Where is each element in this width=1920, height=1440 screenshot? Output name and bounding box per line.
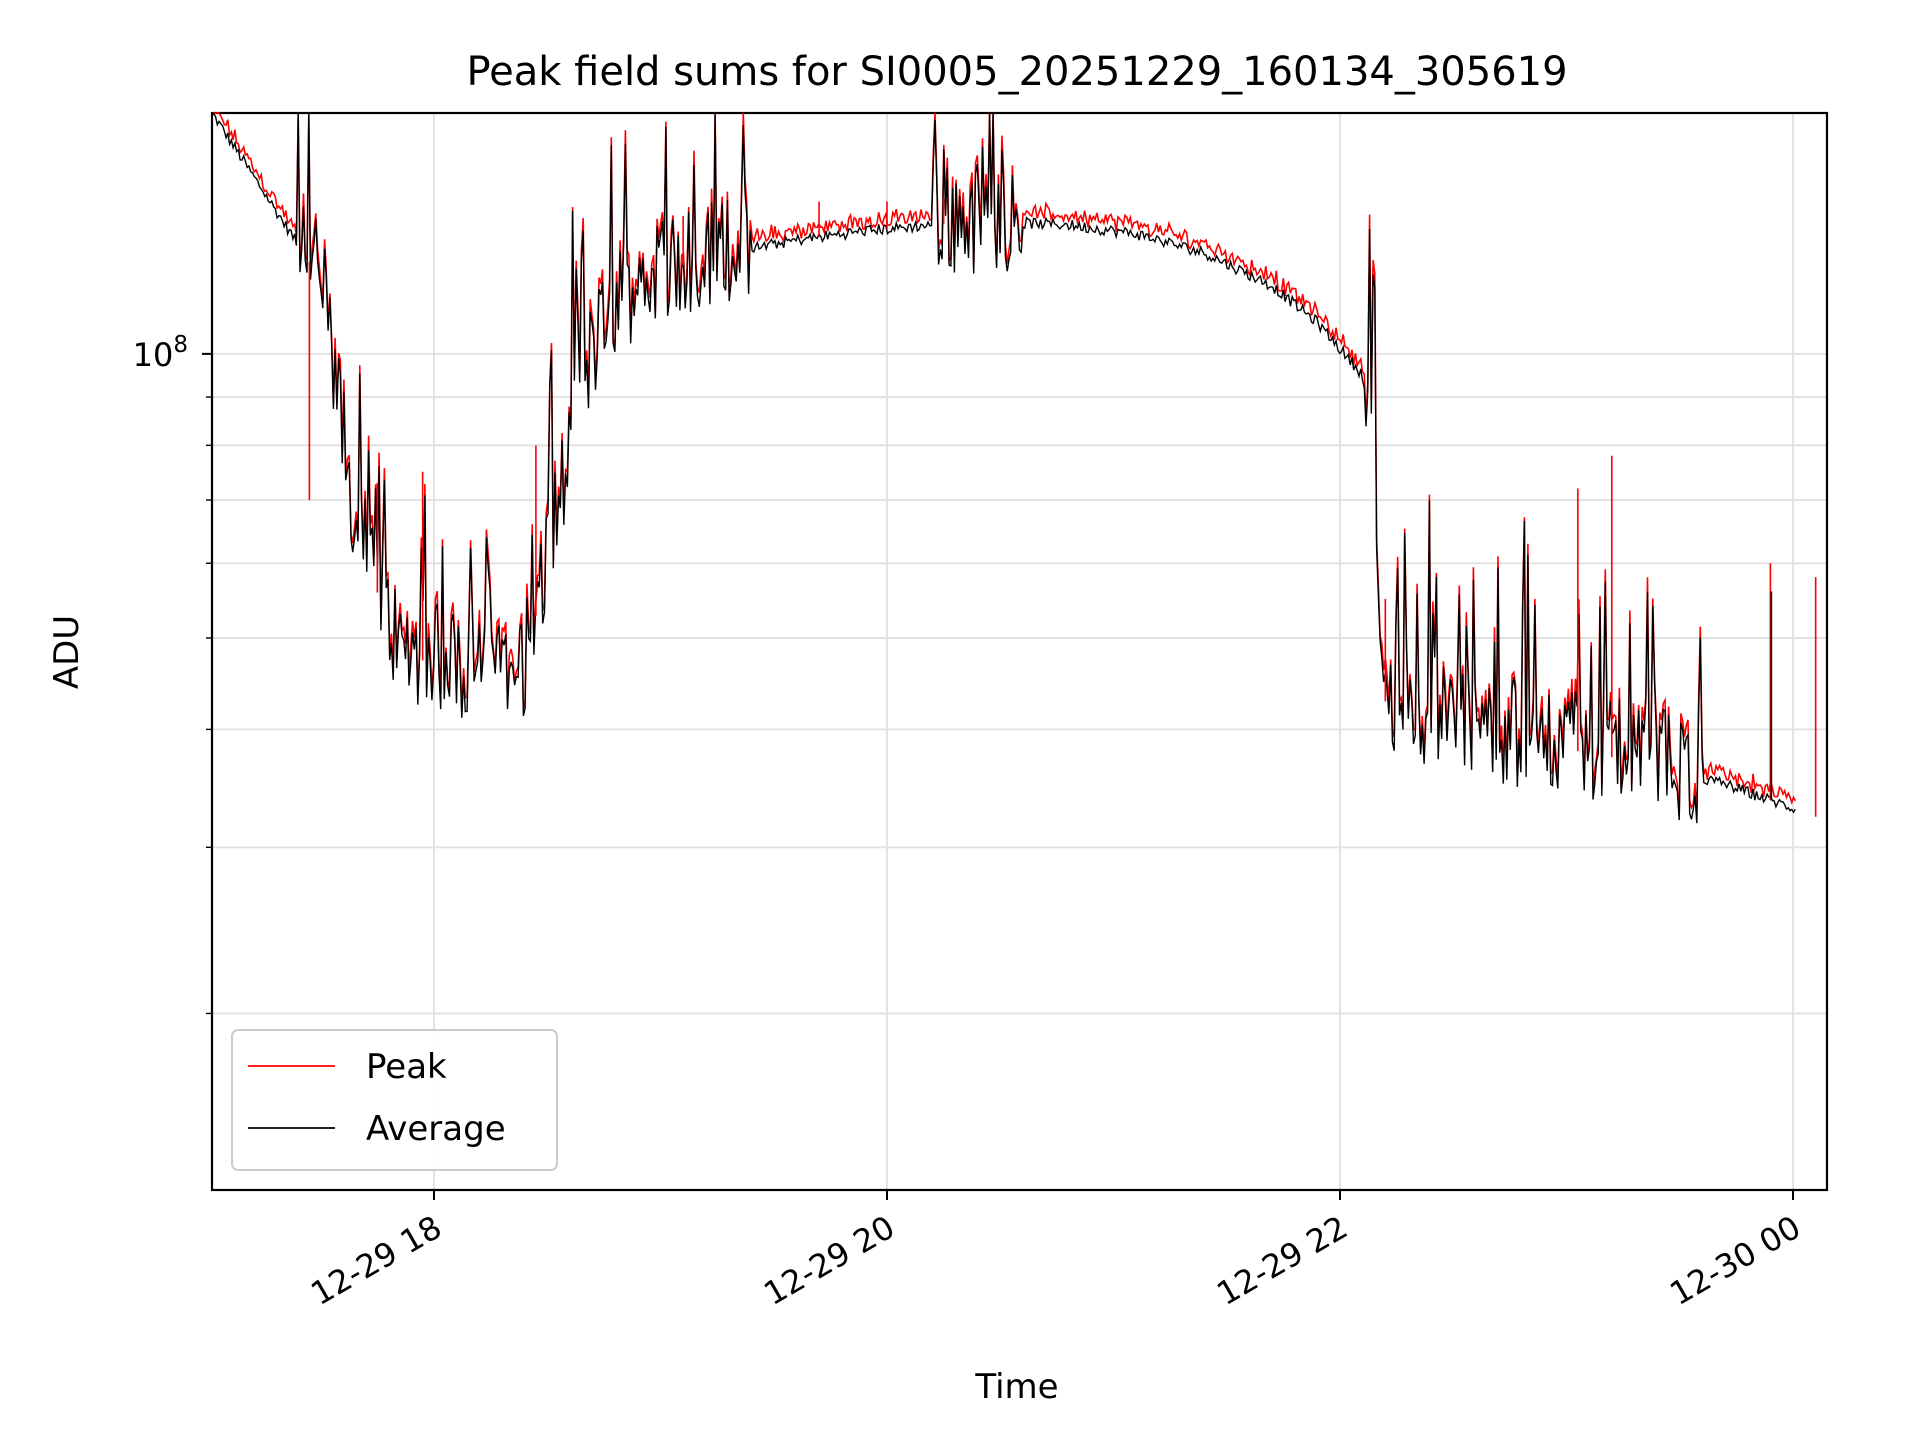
chart-title: Peak field sums for SI0005_20251229_1601… xyxy=(466,49,1567,95)
plot-area xyxy=(210,111,1829,1192)
y-ticks: 108 xyxy=(133,332,212,1015)
y-axis-label: ADU xyxy=(47,615,87,689)
series-layer xyxy=(211,112,1817,824)
legend-average-label: Average xyxy=(366,1109,506,1149)
legend: Peak Average xyxy=(231,1029,558,1171)
y-tick-label: 108 xyxy=(133,332,188,374)
x-axis-label: Time xyxy=(974,1367,1058,1407)
series-average-line xyxy=(211,112,1796,824)
legend-box xyxy=(231,1029,558,1171)
legend-peak-label: Peak xyxy=(366,1047,447,1087)
